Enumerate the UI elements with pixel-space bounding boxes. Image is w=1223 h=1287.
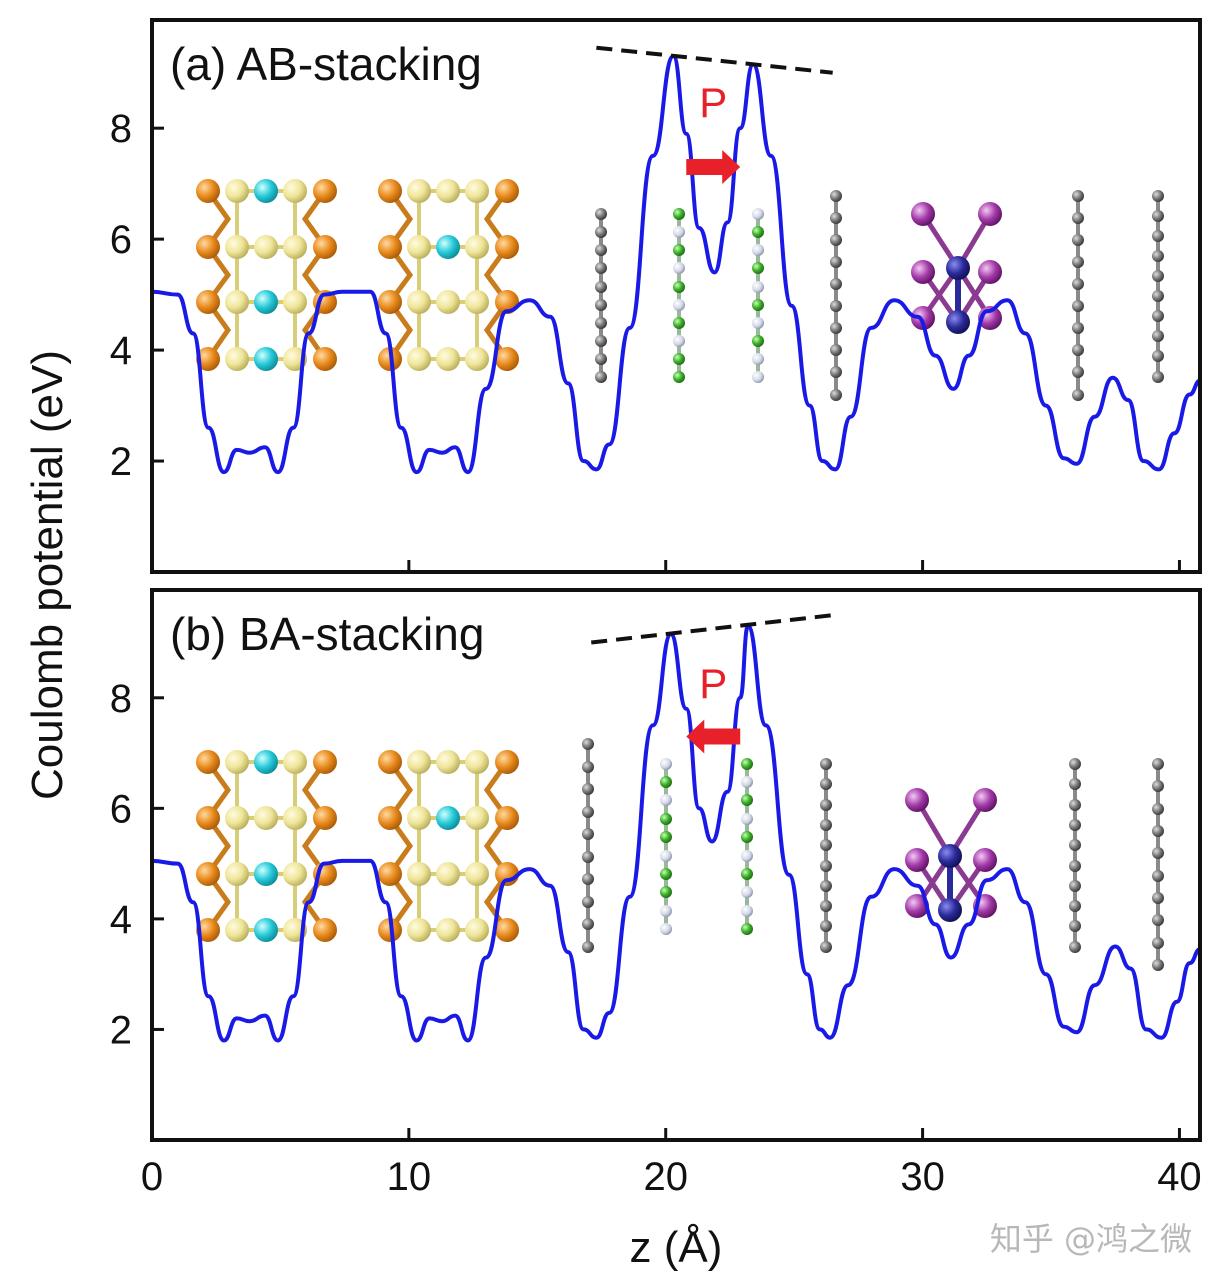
panel-b-x-tick-label: 40 xyxy=(1157,1155,1202,1199)
panel-a-hbn-layer-1 xyxy=(673,208,685,383)
panel-a-y-tick-label: 8 xyxy=(110,107,132,151)
panel-a-plot-frame xyxy=(150,18,1202,574)
panel-b-graphene-layer-4 xyxy=(1152,758,1164,971)
y-axis-title: Coulomb potential (eV) xyxy=(23,350,72,800)
panel-b-potential-line xyxy=(151,623,1201,1043)
panel-a-graphene-layer-2 xyxy=(830,190,842,401)
panel-b-polarization-arrow xyxy=(686,719,741,754)
panel-b-bulk-slab-1 xyxy=(196,750,337,942)
panel-b-x-tick-label: 30 xyxy=(900,1155,945,1199)
panel-b-graphene-layer-3 xyxy=(1069,758,1081,953)
panel-a-graphene-layer-4 xyxy=(1152,190,1164,383)
panel-a-potential-line xyxy=(151,54,1201,475)
panel-b-tmd-layer xyxy=(905,788,997,922)
panel-a-y-tick-label: 2 xyxy=(110,440,132,484)
panel-a-graphene-layer-1 xyxy=(595,208,607,383)
panel-a-hbn-layer-2 xyxy=(752,208,764,383)
panel-b-y-tick-label: 6 xyxy=(110,787,132,831)
panel-b: P 2 4 6 8 0 10 20 30 40 (b) BA-stacking xyxy=(110,588,1202,1199)
panel-a-arrow-head xyxy=(722,150,741,185)
panel-b-hbn-layer-2 xyxy=(741,758,753,935)
panel-b-x-tick-label: 0 xyxy=(141,1155,163,1199)
panel-b-arrow-head xyxy=(686,719,705,754)
panel-a-arrow-shaft xyxy=(686,159,725,176)
panel-b-plot-frame xyxy=(150,588,1202,1142)
panel-b-y-tick-label: 8 xyxy=(110,677,132,721)
panel-a-polarization-arrow xyxy=(686,150,741,185)
panel-a-polarization-label: P xyxy=(699,79,727,126)
panel-a-tmd-layer xyxy=(911,202,1002,334)
panel-a-structure-illustrations xyxy=(196,179,1164,401)
panel-b-label: (b) BA-stacking xyxy=(170,608,484,660)
panel-b-x-tick-label: 20 xyxy=(643,1155,688,1199)
panel-b-arrow-shaft xyxy=(702,728,741,745)
panel-a-bulk-slab-2 xyxy=(378,179,519,371)
panel-b-x-tick-label: 10 xyxy=(387,1155,432,1199)
panel-a: P 2 4 6 8 (a) AB-stacking xyxy=(110,18,1202,574)
panel-a-y-tick-label: 6 xyxy=(110,218,132,262)
watermark: 知乎 @鸿之微 xyxy=(990,1220,1192,1258)
x-axis-title: z (Å) xyxy=(630,1223,723,1272)
panel-b-y-tick-label: 4 xyxy=(110,898,132,942)
panel-b-dashed-guide xyxy=(591,612,836,645)
panel-b-graphene-layer-2 xyxy=(820,758,832,953)
panel-a-bulk-slab-1 xyxy=(196,179,337,371)
panel-a-dashed-guide xyxy=(596,45,833,75)
panel-b-hbn-layer-1 xyxy=(660,758,672,935)
panel-a-y-tick-label: 4 xyxy=(110,329,132,373)
panel-b-structure-illustrations xyxy=(196,738,1164,971)
panel-a-graphene-layer-3 xyxy=(1072,190,1084,401)
panel-b-polarization-label: P xyxy=(699,660,727,707)
panel-b-y-tick-label: 2 xyxy=(110,1008,132,1052)
panel-b-graphene-layer-1 xyxy=(582,738,594,953)
panel-a-label: (a) AB-stacking xyxy=(170,38,482,90)
